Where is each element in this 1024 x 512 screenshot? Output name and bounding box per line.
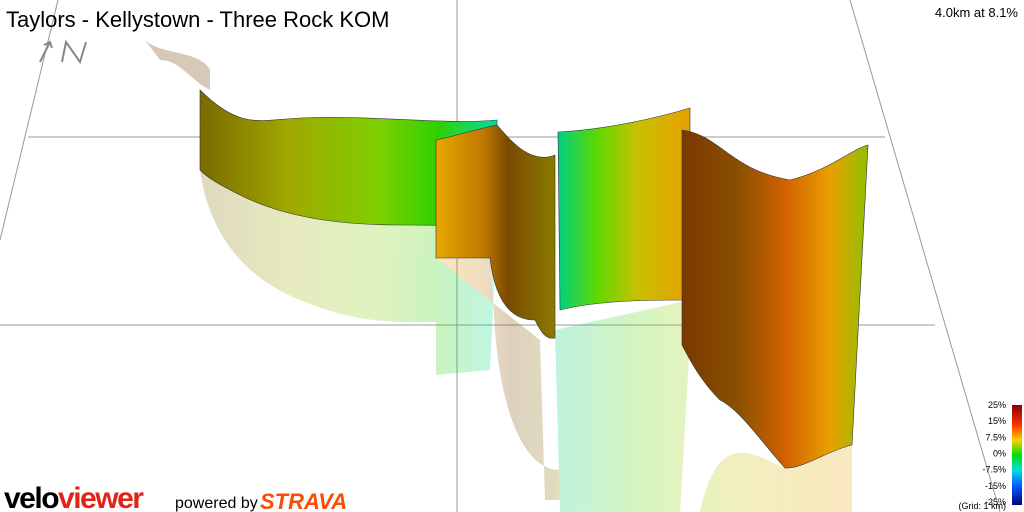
legend-label: 25% xyxy=(988,400,1006,410)
strava: STRAVA xyxy=(260,489,347,512)
ribbon-reflection xyxy=(200,170,852,512)
powered-by: powered by xyxy=(175,495,258,512)
logo-velo: velo xyxy=(4,482,59,512)
legend-label: 0% xyxy=(993,449,1006,459)
logo: veloviewer xyxy=(4,482,144,512)
legend-label: -7.5% xyxy=(982,465,1006,475)
legend-label: 15% xyxy=(988,416,1006,426)
summary: 4.0km at 8.1% xyxy=(935,5,1019,20)
legend-label: -15% xyxy=(985,481,1006,491)
legend-label: -25% xyxy=(985,497,1006,507)
north-arrow xyxy=(39,39,87,65)
grid-note: (Grid: 1 km) xyxy=(958,501,1006,511)
title: Taylors - Kellystown - Three Rock KOM xyxy=(6,7,389,32)
legend: 25% 15% 7.5% 0% -7.5% -15% -25% xyxy=(982,400,1006,507)
legend-label: 7.5% xyxy=(985,432,1006,442)
colorbar xyxy=(1012,405,1022,505)
logo-viewer: viewer xyxy=(58,482,144,512)
ribbon xyxy=(145,40,869,469)
